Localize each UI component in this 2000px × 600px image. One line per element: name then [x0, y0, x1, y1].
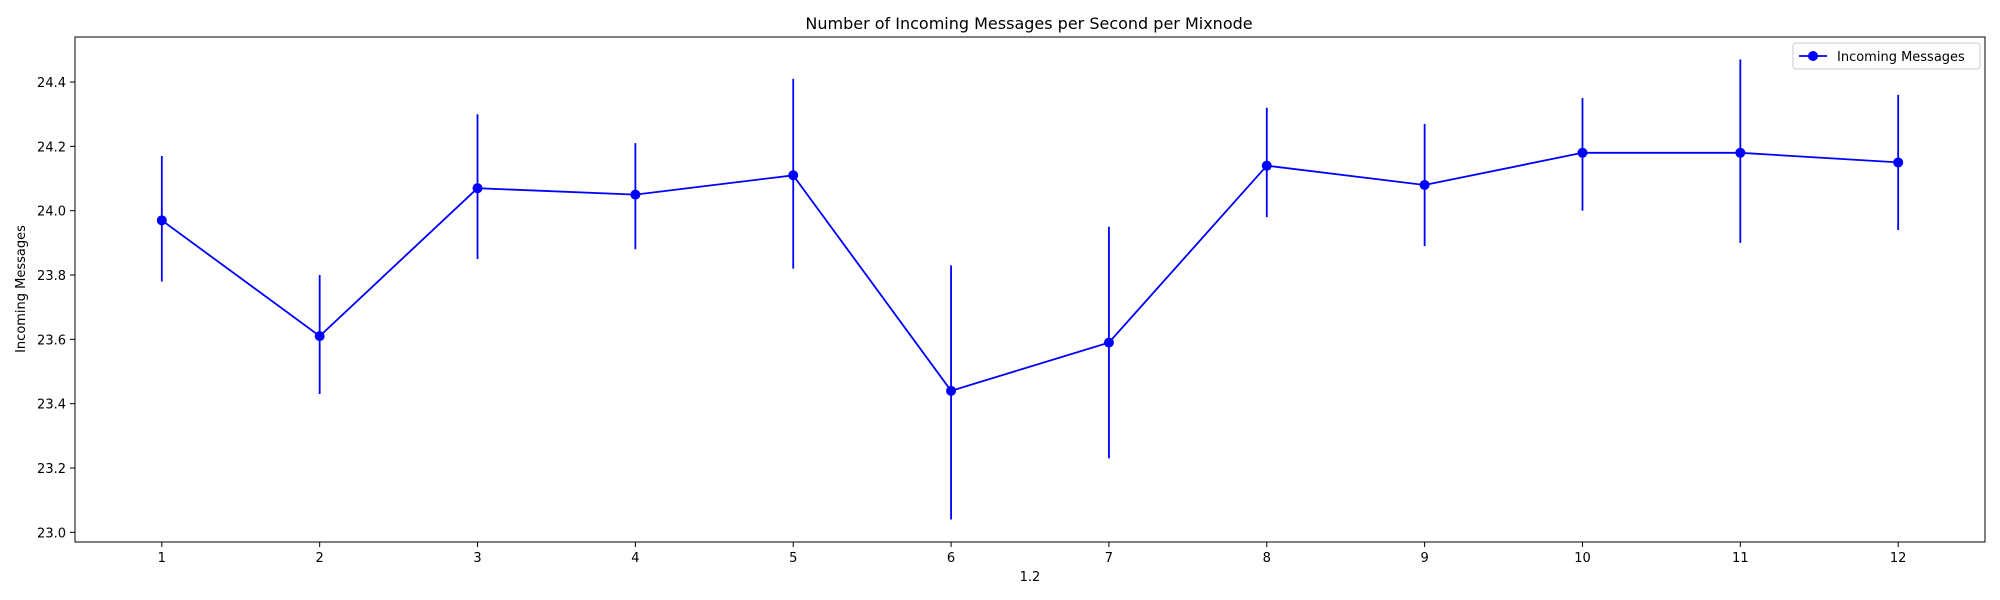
y-tick-label: 23.6 [37, 333, 66, 348]
error-bars [160, 59, 1900, 520]
data-point [1893, 157, 1904, 168]
x-tick-label: 10 [1574, 551, 1591, 566]
data-point [788, 170, 799, 181]
x-tick-label: 8 [1263, 551, 1271, 566]
x-tick-label: 12 [1890, 551, 1907, 566]
x-axis-label: 1.2 [1020, 570, 1041, 585]
legend-marker [1808, 51, 1818, 61]
x-tick-label: 6 [947, 551, 955, 566]
series-line-incoming-messages [161, 151, 1899, 392]
data-point [156, 215, 167, 226]
x-tick-label: 11 [1732, 551, 1749, 566]
data-point [1103, 337, 1114, 348]
x-tick-label: 2 [316, 551, 324, 566]
y-tick-label: 23.8 [37, 269, 66, 284]
legend-box [1792, 42, 1981, 70]
data-point [630, 189, 641, 200]
chart-title: Number of Incoming Messages per Second p… [805, 14, 1252, 33]
x-tick-label: 3 [473, 551, 481, 566]
data-point [1419, 179, 1430, 190]
y-tick-label: 24.4 [37, 76, 66, 91]
y-tick-label: 24.0 [37, 205, 66, 220]
x-tick-label: 4 [631, 551, 639, 566]
y-axis-label: Incoming Messages [14, 225, 29, 353]
x-tick-label: 1 [158, 551, 166, 566]
x-tick-label: 5 [789, 551, 797, 566]
x-axis: 1 2 3 4 5 6 7 8 9 10 11 12 [158, 542, 1907, 566]
data-point [946, 385, 957, 396]
y-tick-label: 23.4 [37, 398, 66, 413]
legend: Incoming Messages [1792, 42, 1981, 70]
data-point [1577, 147, 1588, 158]
y-tick-label: 24.2 [37, 140, 66, 155]
data-point [472, 183, 483, 194]
data-point [1735, 147, 1746, 158]
x-tick-label: 9 [1420, 551, 1428, 566]
y-tick-label: 23.0 [37, 526, 66, 541]
series-markers [156, 147, 1904, 396]
legend-label: Incoming Messages [1837, 50, 1965, 65]
data-point [1261, 160, 1272, 171]
y-tick-label: 23.2 [37, 462, 66, 477]
data-point [314, 331, 325, 342]
x-tick-label: 7 [1105, 551, 1113, 566]
y-axis: 23.0 23.2 23.4 23.6 23.8 24.0 24.2 24.4 [37, 76, 75, 541]
plot-area [74, 36, 1986, 543]
